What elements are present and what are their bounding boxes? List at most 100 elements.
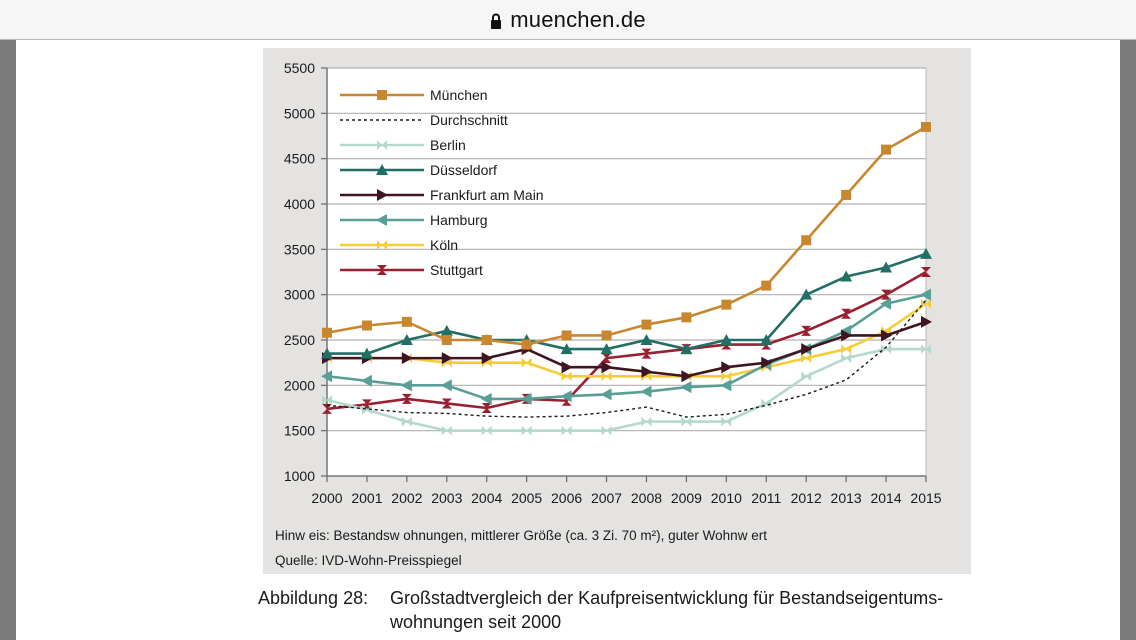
series-line-d-sseldorf <box>327 252 927 355</box>
series-line-k-ln <box>327 302 927 378</box>
y-tick-label: 2000 <box>284 377 315 393</box>
legend-marker-hamburg <box>376 214 387 226</box>
x-tick-label: 2009 <box>671 490 702 506</box>
data-point-frankfurt-am-main <box>601 361 613 374</box>
data-point-frankfurt-am-main <box>481 352 493 365</box>
legend-marker-berlin <box>377 140 387 150</box>
data-point-berlin <box>401 416 412 427</box>
data-point-d-sseldorf <box>560 343 573 355</box>
data-point-k-ln <box>601 371 612 382</box>
data-point-hamburg <box>360 374 372 387</box>
data-point-m-nchen <box>921 121 931 132</box>
y-tick-label: 5500 <box>284 60 315 76</box>
data-point-frankfurt-am-main <box>921 315 932 328</box>
data-point-berlin <box>721 416 732 427</box>
data-point-hamburg <box>880 297 892 310</box>
x-tick-label: 2008 <box>631 490 662 506</box>
data-point-stuttgart <box>361 399 372 410</box>
browser-url-bar[interactable]: muenchen.de <box>0 0 1136 40</box>
data-point-berlin <box>441 425 452 436</box>
data-point-berlin <box>921 344 931 355</box>
legend-marker-stuttgart <box>377 265 387 275</box>
data-point-k-ln <box>721 371 732 382</box>
data-point-m-nchen <box>761 280 772 291</box>
data-point-hamburg <box>400 379 412 392</box>
data-point-m-nchen <box>601 330 612 341</box>
data-point-frankfurt-am-main <box>841 329 853 342</box>
data-point-k-ln <box>801 353 812 364</box>
caption-text: Großstadtvergleich der Kaufpreisentwickl… <box>390 588 944 632</box>
line-chart: 1000 1500 2000 2500 3000 3500 4000 4500 5000 5500… <box>284 60 942 506</box>
data-point-m-nchen <box>841 189 852 200</box>
legend-label-hamburg: Hamburg <box>430 212 488 228</box>
legend-label-stuttgart: Stuttgart <box>430 262 483 278</box>
chart-note: Hinw eis: Bestandsw ohnungen, mittlerer … <box>275 528 767 543</box>
data-point-d-sseldorf <box>640 334 653 345</box>
data-point-d-sseldorf <box>400 334 413 345</box>
data-point-d-sseldorf <box>321 347 333 359</box>
x-tick-label: 2002 <box>391 490 422 506</box>
data-point-berlin <box>681 416 692 427</box>
data-point-m-nchen <box>641 319 652 330</box>
data-point-frankfurt-am-main <box>761 356 773 369</box>
data-point-m-nchen <box>721 299 732 310</box>
data-point-frankfurt-am-main <box>561 361 573 374</box>
data-point-d-sseldorf <box>920 247 932 259</box>
legend-marker-m-nchen <box>377 90 387 100</box>
data-point-frankfurt-am-main <box>721 361 733 374</box>
data-point-berlin <box>361 404 372 415</box>
data-point-hamburg <box>520 392 532 405</box>
data-point-stuttgart <box>841 308 852 319</box>
data-point-stuttgart <box>881 289 892 300</box>
data-point-d-sseldorf <box>360 347 373 359</box>
data-point-stuttgart <box>601 353 612 364</box>
data-point-d-sseldorf <box>880 261 893 273</box>
x-tick-label: 2013 <box>831 490 862 506</box>
data-point-hamburg <box>440 379 452 392</box>
legend-label-berlin: Berlin <box>430 137 466 153</box>
data-point-stuttgart <box>441 398 452 409</box>
x-tick-label: 2005 <box>511 490 542 506</box>
data-point-hamburg <box>321 370 332 383</box>
data-point-berlin <box>881 344 892 355</box>
series-line-frankfurt-am-main <box>327 320 927 378</box>
data-point-d-sseldorf <box>440 324 453 336</box>
data-point-k-ln <box>841 344 852 355</box>
data-point-hamburg <box>680 381 692 394</box>
data-point-frankfurt-am-main <box>681 370 693 383</box>
data-point-hamburg <box>480 392 492 405</box>
left-page-edge <box>0 40 16 640</box>
data-point-d-sseldorf <box>680 343 693 355</box>
x-tick-label: 2003 <box>431 490 462 506</box>
chart-source: Quelle: IVD-Wohn-Preisspiegel <box>275 553 462 568</box>
x-tick-label: 2004 <box>471 490 502 506</box>
data-point-frankfurt-am-main <box>401 352 413 365</box>
data-point-berlin <box>521 425 532 436</box>
data-point-berlin <box>561 425 572 436</box>
legend-marker-k-ln <box>377 240 387 250</box>
data-point-frankfurt-am-main <box>881 329 893 342</box>
data-point-berlin <box>601 425 612 436</box>
data-point-m-nchen <box>322 327 332 338</box>
data-point-frankfurt-am-main <box>801 343 813 356</box>
data-point-stuttgart <box>401 393 412 404</box>
data-point-m-nchen <box>401 316 412 327</box>
data-point-berlin <box>841 353 852 364</box>
legend-label-frankfurt-am-main: Frankfurt am Main <box>430 187 544 203</box>
x-tick-label: 2006 <box>551 490 582 506</box>
x-tick-label: 2012 <box>791 490 822 506</box>
y-tick-label: 4000 <box>284 196 315 212</box>
data-point-k-ln <box>561 371 572 382</box>
data-point-m-nchen <box>441 335 452 345</box>
y-tick-label: 3000 <box>284 287 315 303</box>
data-point-k-ln <box>921 298 931 309</box>
url-text: muenchen.de <box>510 6 646 32</box>
data-point-m-nchen <box>561 330 572 341</box>
data-point-hamburg <box>640 385 652 398</box>
data-point-berlin <box>481 425 492 436</box>
data-point-hamburg <box>920 288 931 301</box>
data-point-d-sseldorf <box>760 334 773 345</box>
x-tick-label: 2010 <box>711 490 742 506</box>
data-point-m-nchen <box>681 312 692 323</box>
x-tick-label: 2001 <box>351 490 382 506</box>
